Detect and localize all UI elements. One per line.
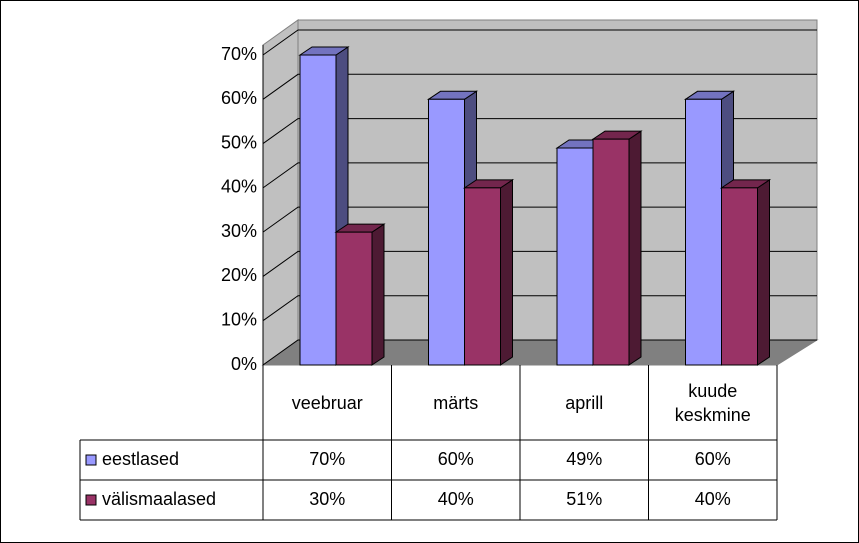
bar xyxy=(426,90,479,366)
legend-key xyxy=(85,494,97,506)
bar-front xyxy=(685,98,722,366)
x-tick-label-box: aprill xyxy=(565,392,604,413)
table-value: 49% xyxy=(566,449,602,469)
table-value: 60% xyxy=(438,449,474,469)
table-value: 51% xyxy=(566,489,602,509)
bar xyxy=(334,223,386,366)
bar-side xyxy=(757,178,770,366)
grid-line xyxy=(262,339,817,366)
y-tick-label: 10% xyxy=(221,309,257,329)
bar-front xyxy=(721,187,758,366)
table-value: 70% xyxy=(309,449,345,469)
bar-side xyxy=(371,223,385,366)
bar-front xyxy=(592,138,630,366)
bar-front xyxy=(428,98,465,366)
x-tick-label: kuude keskmine xyxy=(674,380,751,425)
grid-line xyxy=(262,162,817,189)
y-tick-label: 0% xyxy=(231,354,257,374)
bar-front xyxy=(299,54,337,366)
bar-front xyxy=(464,187,501,366)
y-tick-label: 40% xyxy=(221,177,257,197)
x-tick-label-box: veebruar xyxy=(291,392,363,413)
grid-line xyxy=(262,250,817,277)
y-tick-label: 50% xyxy=(221,132,257,152)
table-value: 30% xyxy=(309,489,345,509)
x-tick-label: märts xyxy=(433,392,479,413)
legend-label: eestlased xyxy=(102,449,179,469)
bar xyxy=(719,178,772,366)
bar-side xyxy=(500,178,513,366)
y-tick-label: 70% xyxy=(221,44,257,64)
grid-line xyxy=(262,73,817,100)
grid-line xyxy=(262,206,817,233)
x-tick-label-box: kuude keskmine xyxy=(674,380,751,425)
x-tick-label-box: märts xyxy=(433,392,479,413)
legend-label: välismaalased xyxy=(102,489,216,509)
side-wall xyxy=(262,19,299,366)
x-tick-label: aprill xyxy=(565,392,604,413)
y-tick-label: 30% xyxy=(221,221,257,241)
legend-key xyxy=(85,454,97,466)
bar xyxy=(591,130,643,366)
y-tick-label: 60% xyxy=(221,88,257,108)
table-value: 40% xyxy=(695,489,731,509)
bar-side xyxy=(628,130,642,366)
grid-line xyxy=(262,295,817,322)
grid-line xyxy=(262,118,817,144)
x-tick-label: veebruar xyxy=(291,392,363,413)
y-tick-label: 20% xyxy=(221,265,257,285)
table-value: 60% xyxy=(695,449,731,469)
bar-front xyxy=(556,147,594,366)
bar-front xyxy=(335,231,373,366)
bar xyxy=(462,178,515,366)
grid-line xyxy=(262,29,817,56)
table-value: 40% xyxy=(438,489,474,509)
